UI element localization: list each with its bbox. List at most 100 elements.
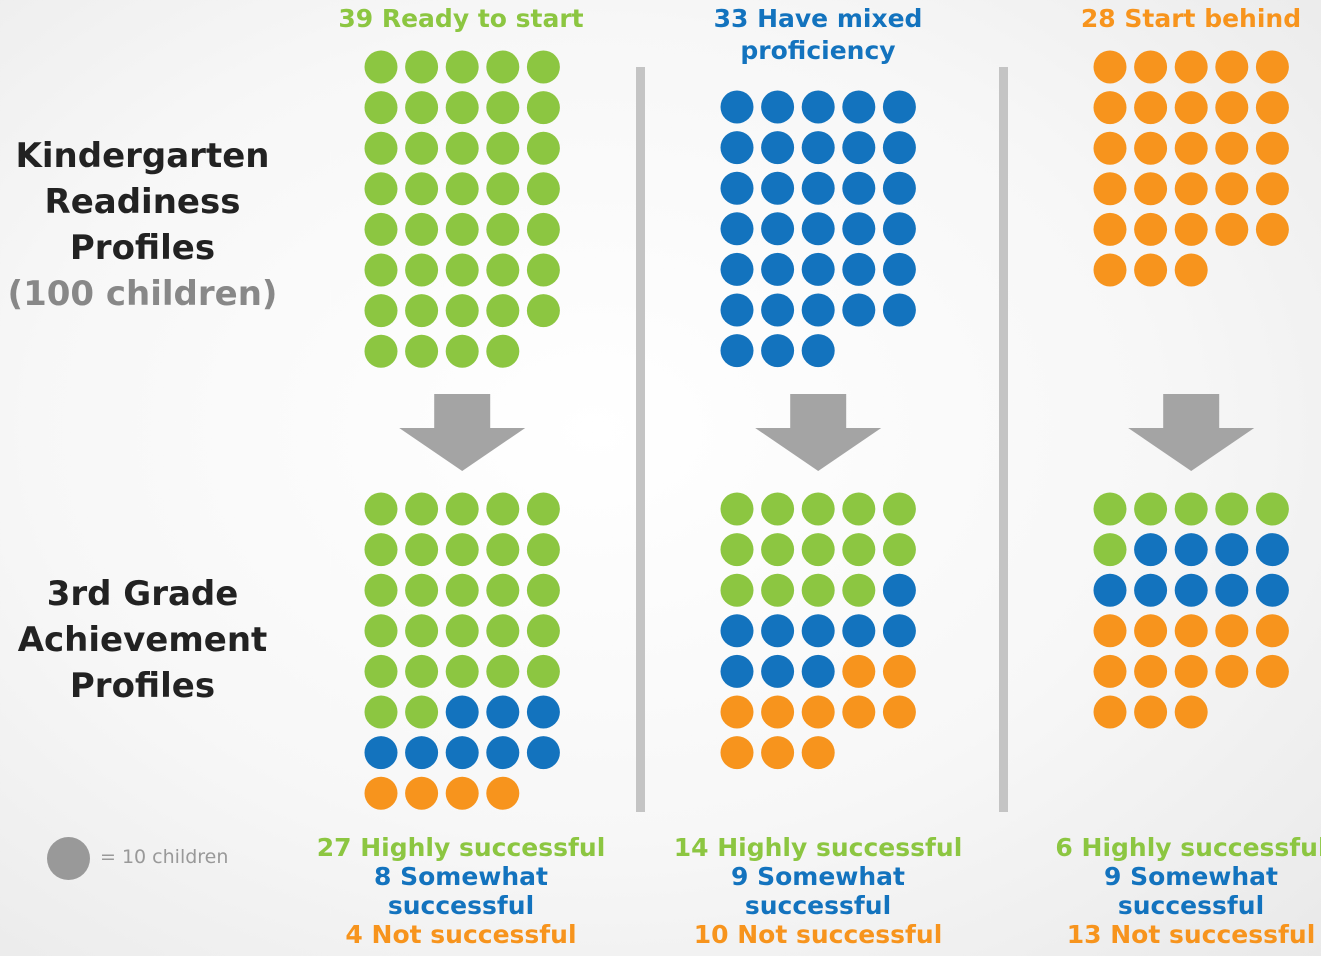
kindergarten-dot xyxy=(1215,172,1249,206)
kindergarten-dot xyxy=(1134,50,1168,84)
third-grade-dot xyxy=(801,492,835,526)
kindergarten-dot xyxy=(1174,50,1208,84)
kindergarten-label-line1: Kindergarten xyxy=(15,136,270,176)
third-grade-dot xyxy=(526,614,560,648)
kindergarten-dot xyxy=(445,294,479,328)
third-grade-dot xyxy=(720,573,754,607)
third-grade-dot xyxy=(761,736,795,770)
kindergarten-dot xyxy=(1215,50,1249,84)
kindergarten-dot xyxy=(486,50,520,84)
third-grade-dot xyxy=(405,614,439,648)
kindergarten-dot xyxy=(1134,91,1168,125)
third-grade-dot xyxy=(405,492,439,526)
legend-text: = 10 children xyxy=(100,846,229,868)
kindergarten-dot xyxy=(405,50,439,84)
third-grade-dot xyxy=(526,533,560,567)
third-grade-dot xyxy=(761,573,795,607)
third-grade-dot xyxy=(1215,614,1249,648)
third-grade-dot xyxy=(801,695,835,729)
kindergarten-dot xyxy=(761,293,795,327)
third-grade-label-line1: 3rd Grade xyxy=(46,574,239,614)
third-grade-dot xyxy=(364,776,398,810)
kindergarten-dot xyxy=(720,252,754,286)
third-grade-dot xyxy=(882,695,916,729)
third-grade-dot xyxy=(445,614,479,648)
kindergarten-dot xyxy=(486,294,520,328)
kindergarten-dot xyxy=(720,212,754,246)
kindergarten-dot xyxy=(1255,212,1289,246)
third-grade-dot xyxy=(1255,654,1289,688)
kindergarten-dot xyxy=(405,172,439,206)
kindergarten-dot xyxy=(364,212,398,246)
kindergarten-dot xyxy=(1255,131,1289,165)
kindergarten-dot xyxy=(445,172,479,206)
kindergarten-dot xyxy=(1174,253,1208,287)
third-grade-dot xyxy=(842,573,876,607)
kindergarten-dot xyxy=(1174,172,1208,206)
third-grade-dot xyxy=(364,695,398,729)
third-grade-dot xyxy=(486,654,520,688)
kindergarten-dot xyxy=(801,212,835,246)
third-grade-dot xyxy=(445,492,479,526)
third-grade-dot xyxy=(720,533,754,567)
third-grade-dot xyxy=(1174,654,1208,688)
kindergarten-dot xyxy=(1093,212,1127,246)
group-1-not-label: 4 Not successful xyxy=(345,920,577,949)
kindergarten-dot xyxy=(1134,131,1168,165)
kindergarten-label-line2: Readiness xyxy=(44,182,241,222)
group-2-title-line1: 33 Have mixed xyxy=(713,4,923,33)
third-grade-dot xyxy=(445,533,479,567)
third-grade-dot xyxy=(486,573,520,607)
kindergarten-dot xyxy=(882,293,916,327)
third-grade-dot xyxy=(882,654,916,688)
third-grade-dot xyxy=(445,736,479,770)
third-grade-label-line2: Achievement xyxy=(17,620,268,660)
third-grade-dot xyxy=(526,736,560,770)
group-2-outcomes: 14 Highly successful 9 Somewhat successf… xyxy=(648,833,988,949)
third-grade-dot xyxy=(882,533,916,567)
kindergarten-dot xyxy=(405,334,439,368)
third-grade-dot xyxy=(1174,573,1208,607)
group-1-somewhat-label: 8 Somewhat successful xyxy=(374,862,548,920)
third-grade-dot xyxy=(761,614,795,648)
third-grade-dot xyxy=(364,614,398,648)
kindergarten-dot xyxy=(1215,131,1249,165)
kindergarten-dot xyxy=(364,131,398,165)
third-grade-dot xyxy=(1134,492,1168,526)
third-grade-dot xyxy=(405,695,439,729)
down-arrow-icon xyxy=(399,394,526,471)
third-grade-dot xyxy=(1255,573,1289,607)
third-grade-dot xyxy=(405,654,439,688)
group-2-highly-label: 14 Highly successful xyxy=(673,833,963,862)
third-grade-dot xyxy=(486,695,520,729)
third-grade-dot xyxy=(882,614,916,648)
kindergarten-dot xyxy=(445,91,479,125)
kindergarten-dot xyxy=(720,334,754,368)
kindergarten-dot xyxy=(761,334,795,368)
third-grade-dot xyxy=(1174,614,1208,648)
kindergarten-dot xyxy=(445,131,479,165)
kindergarten-dot xyxy=(1093,253,1127,287)
kindergarten-dot xyxy=(486,212,520,246)
kindergarten-dot xyxy=(882,252,916,286)
third-grade-dot xyxy=(1215,492,1249,526)
third-grade-dot xyxy=(882,573,916,607)
kindergarten-dot xyxy=(1255,172,1289,206)
third-grade-dot xyxy=(720,736,754,770)
kindergarten-dot xyxy=(364,172,398,206)
kindergarten-label-line3: Profiles xyxy=(69,228,216,268)
kindergarten-dot xyxy=(486,253,520,287)
kindergarten-dot xyxy=(882,131,916,165)
kindergarten-dot xyxy=(761,212,795,246)
third-grade-dot xyxy=(1093,695,1127,729)
third-grade-dot xyxy=(405,533,439,567)
third-grade-dot xyxy=(720,695,754,729)
group-3-not-label: 13 Not successful xyxy=(1066,920,1316,949)
third-grade-dot xyxy=(1134,654,1168,688)
kindergarten-dot xyxy=(405,253,439,287)
third-grade-dot xyxy=(445,695,479,729)
third-grade-dot xyxy=(486,736,520,770)
kindergarten-dot xyxy=(526,294,560,328)
third-grade-dot xyxy=(761,533,795,567)
